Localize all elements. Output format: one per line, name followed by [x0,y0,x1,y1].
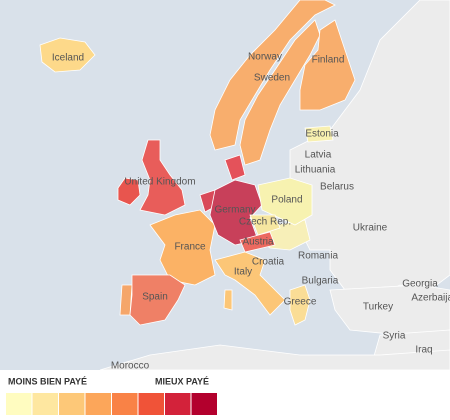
region-label: Spain [142,292,168,303]
region [257,177,313,226]
country-label: Iraq [415,345,432,356]
country-label: Romania [298,251,338,262]
legend-high-label: MIEUX PAYÉ [155,376,209,386]
legend-swatch [59,393,85,415]
region [239,231,276,253]
country-label: Latvia [305,150,332,161]
legend-swatch [112,393,138,415]
region-label: United Kingdom [124,177,195,188]
region [39,37,96,73]
country-label: Turkey [363,302,393,313]
country-label: Azerbaijan [411,293,450,304]
region-label: Greece [284,297,317,308]
region [214,251,286,316]
region-label: Austria [242,237,274,248]
region-label: Poland [271,195,302,206]
region [139,139,186,216]
region-label: Iceland [52,53,84,64]
region [149,209,216,286]
legend-swatch [6,393,32,415]
legend-swatch [191,393,217,415]
region [249,214,281,236]
region-label: Finland [312,55,345,66]
region-label: Estonia [305,129,339,140]
country-label: Morocco [111,361,150,372]
legend-swatch [165,393,191,415]
region [224,154,246,181]
region-label: Czech Rep. [239,217,291,228]
legend-low-label: MOINS BIEN PAYÉ [8,376,87,386]
legend-swatch [85,393,111,415]
region-label: France [174,242,206,253]
legend-swatch [138,393,164,415]
region [209,0,336,151]
country-label: Belarus [320,182,354,193]
region [129,274,186,326]
region-label: Italy [234,267,252,278]
country-label: Bulgaria [302,276,339,287]
country-label: Lithuania [295,165,336,176]
country-label: Ukraine [353,223,388,234]
region [299,19,356,111]
region-label: Sweden [254,73,290,84]
region [239,19,321,166]
region-label: Germany [214,205,255,216]
region [223,289,233,311]
land [99,0,450,371]
land-east [289,0,450,301]
region-label: Norway [248,52,282,63]
region [117,177,141,206]
legend-swatch [32,393,58,415]
country-label: Georgia [402,279,438,290]
region [289,284,311,326]
country-label: Syria [383,331,406,342]
region [304,125,334,143]
land-africa [99,344,450,371]
country-label: Croatia [252,257,285,268]
region [209,179,263,246]
